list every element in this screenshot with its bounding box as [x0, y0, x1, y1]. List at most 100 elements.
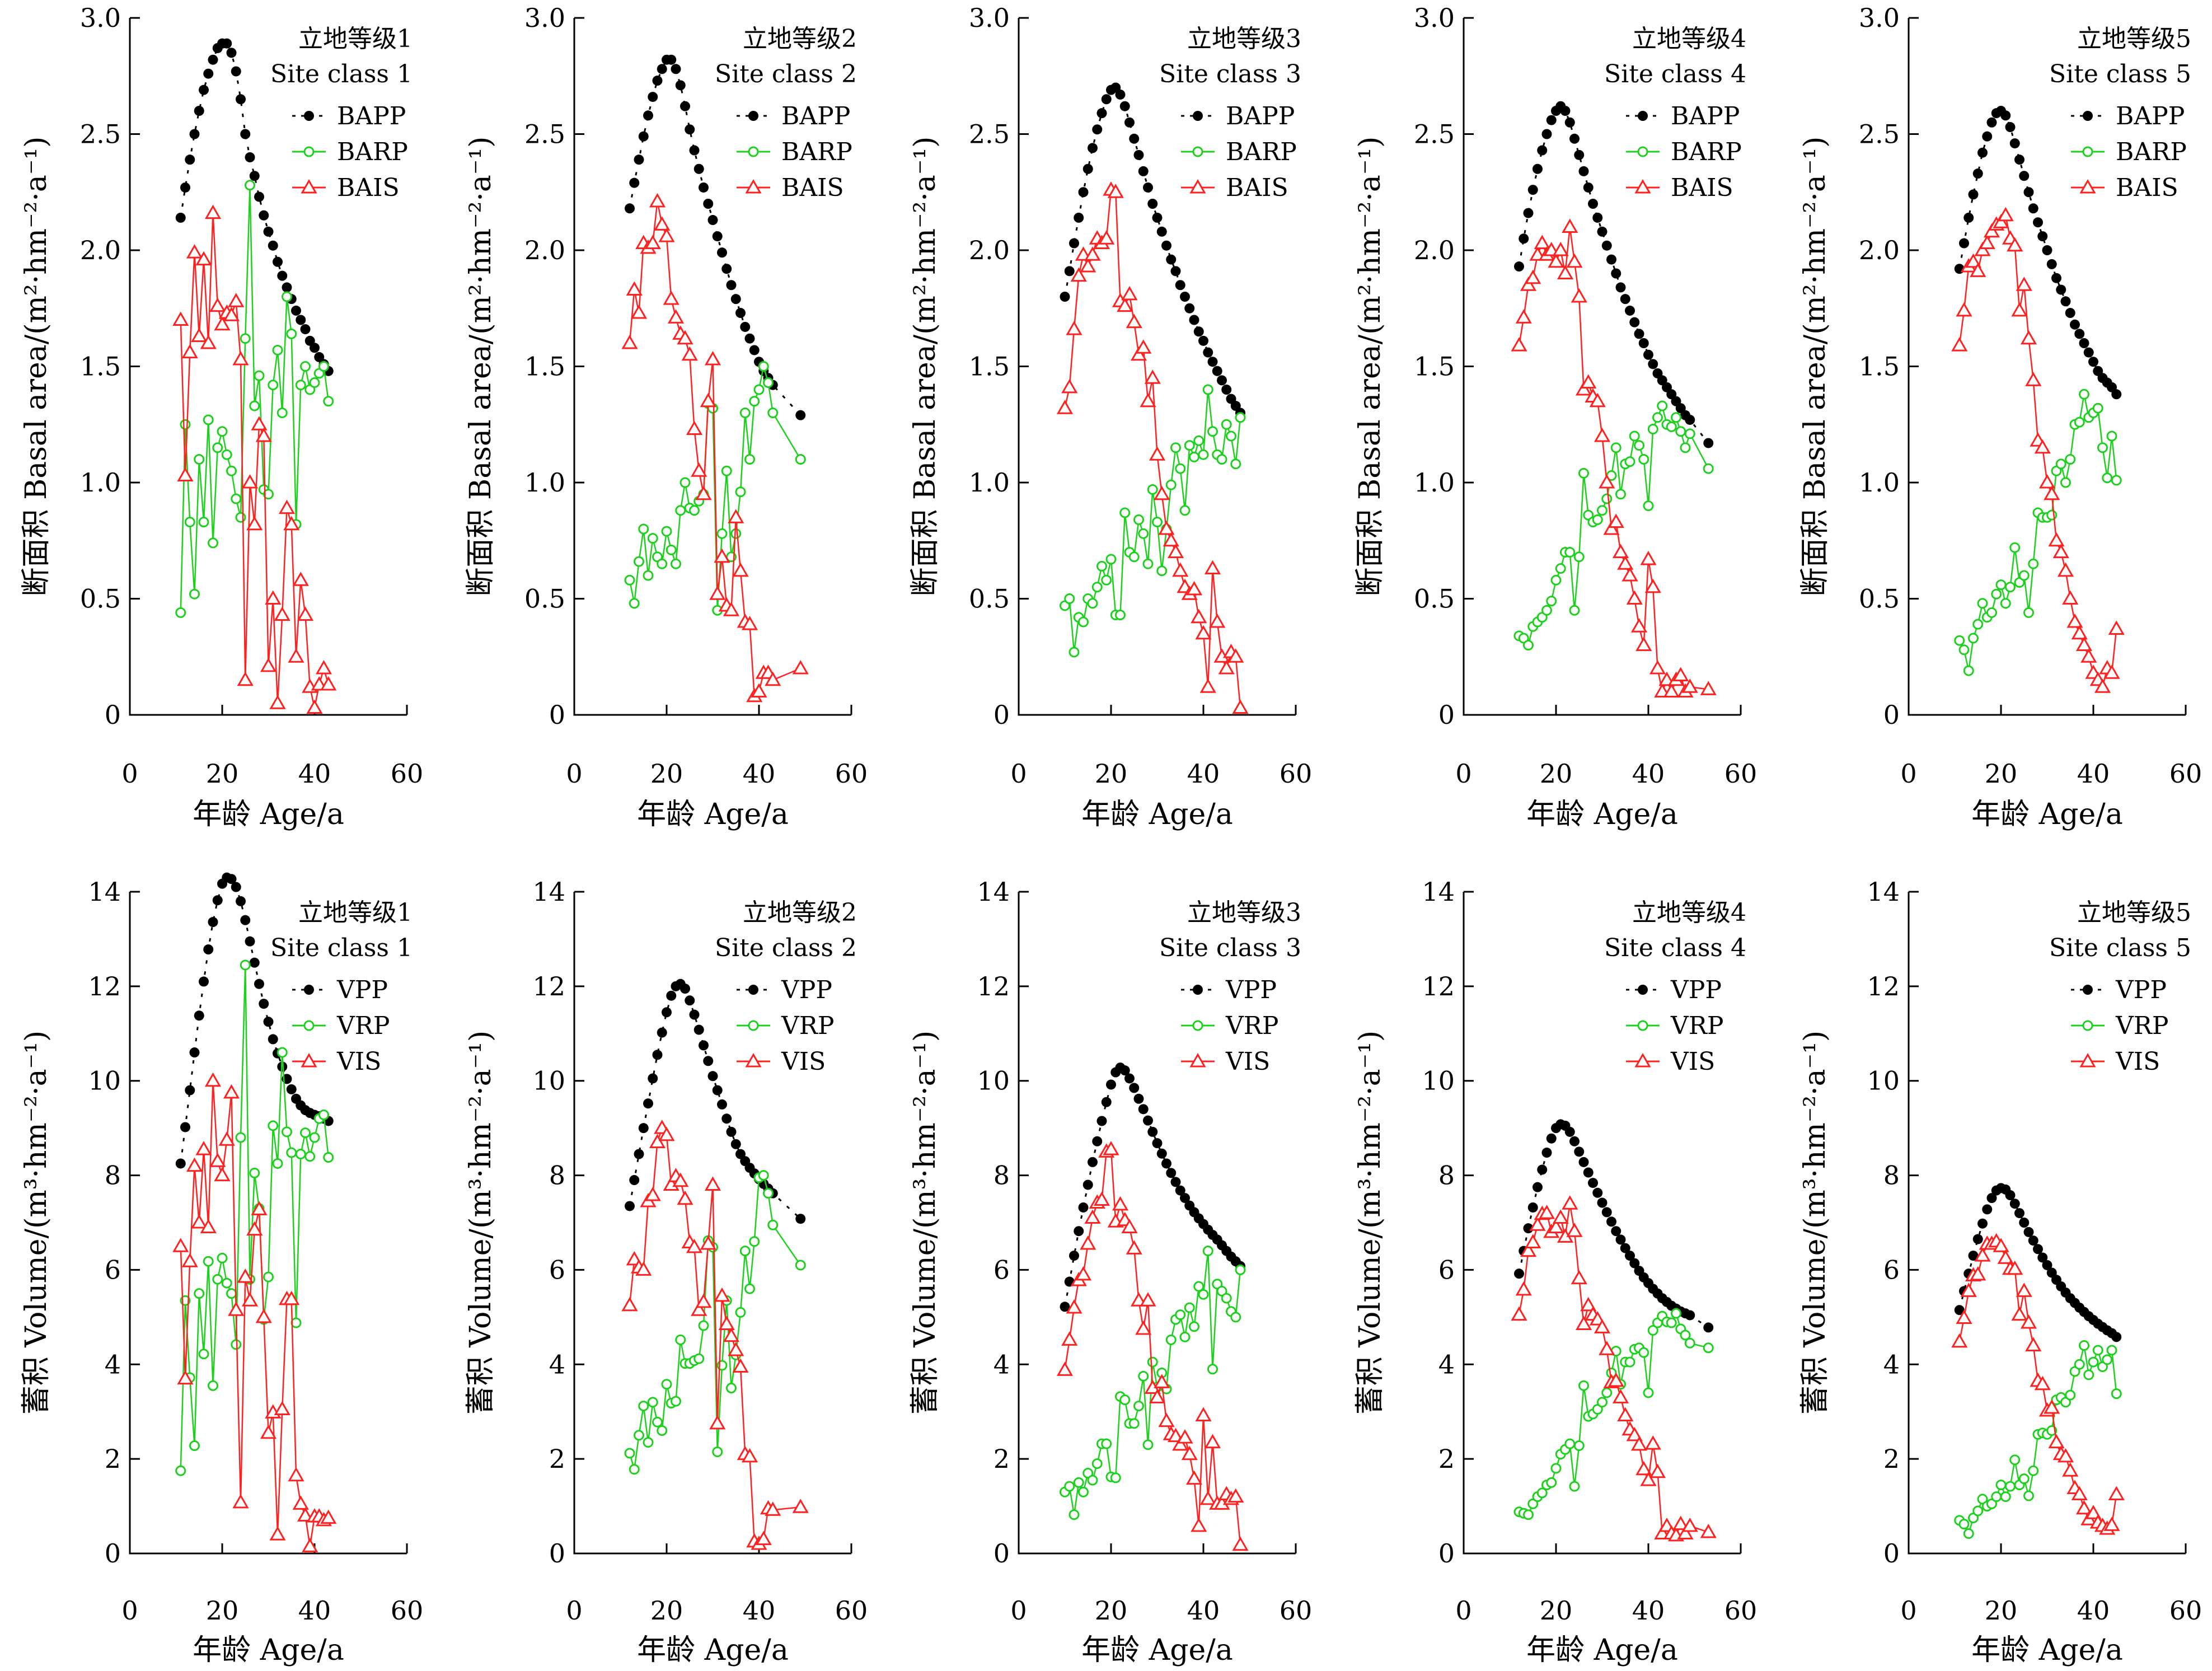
data-point: [189, 1440, 200, 1452]
series-barp: [175, 180, 334, 618]
data-point: [699, 1040, 709, 1051]
data-point: [629, 1464, 640, 1475]
y-tick-label: 0.5: [1414, 584, 1455, 614]
data-point: [223, 307, 240, 321]
data-point: [241, 474, 259, 489]
data-point: [2103, 1516, 2120, 1531]
data-point: [730, 294, 741, 305]
data-point: [1147, 484, 1158, 495]
data-point: [1550, 574, 1562, 586]
data-point: [685, 124, 695, 135]
data-point: [241, 1292, 259, 1307]
data-point: [749, 1236, 760, 1247]
data-point: [1180, 292, 1190, 302]
data-point: [1126, 1240, 1142, 1255]
data-point: [634, 556, 644, 567]
data-point: [749, 396, 760, 407]
data-point: [1606, 254, 1616, 265]
data-point: [1592, 514, 1603, 525]
data-point: [1107, 184, 1124, 198]
data-point: [1629, 1258, 1640, 1269]
data-point: [2052, 544, 2069, 558]
series-bais: [1951, 207, 2125, 693]
data-point: [1629, 317, 1640, 327]
legend-item-bapp: BAPP: [1626, 102, 1740, 130]
data-point: [180, 419, 191, 430]
data-point: [1968, 633, 1979, 644]
data-point: [693, 163, 704, 174]
data-point: [634, 1430, 644, 1441]
data-point: [2102, 1354, 2113, 1365]
data-point: [226, 465, 237, 476]
data-point: [226, 48, 237, 58]
data-point: [2028, 1465, 2039, 1476]
data-point: [1995, 1480, 2007, 1491]
data-point: [1115, 610, 1126, 621]
legend-title: 立地等级4: [1632, 898, 1746, 927]
data-point: [1612, 1389, 1629, 1403]
x-tick-label: 0: [121, 1595, 138, 1626]
y-tick-label: 2.5: [1414, 119, 1455, 149]
data-point: [276, 408, 288, 418]
legend-item-vis: VIS: [1626, 1047, 1715, 1076]
data-point: [1672, 667, 1689, 681]
legend-marker: [1637, 146, 1648, 157]
data-point: [195, 251, 212, 266]
data-point: [1096, 1116, 1107, 1126]
legend-item-barp: BARP: [1181, 138, 1297, 166]
data-point: [310, 343, 320, 353]
x-tick-label: 60: [1724, 759, 1758, 789]
data-point: [309, 377, 320, 389]
data-point: [175, 607, 186, 618]
legend: 立地等级3 Site class 3 VPP VRP VIS: [1159, 898, 1301, 1076]
data-point: [1140, 1292, 1156, 1307]
data-point: [1555, 563, 1566, 574]
data-point: [1515, 309, 1532, 324]
y-tick-label: 6: [993, 1255, 1010, 1285]
data-point: [795, 1260, 806, 1271]
data-point: [1119, 101, 1130, 111]
x-tick-label: 0: [1900, 759, 1916, 789]
data-point: [1541, 129, 1552, 139]
y-tick-label: 2.5: [80, 119, 121, 149]
data-point: [295, 1149, 306, 1160]
data-point: [2083, 1369, 2094, 1380]
data-point: [1235, 412, 1246, 423]
data-point: [1991, 588, 2002, 600]
data-point: [283, 1290, 300, 1305]
data-point: [309, 1132, 320, 1143]
data-point: [1179, 1331, 1191, 1342]
data-point: [1060, 292, 1070, 302]
data-point: [1594, 1319, 1611, 1333]
legend-label: BARP: [2116, 138, 2187, 166]
data-point: [269, 1526, 286, 1541]
data-point: [249, 957, 260, 968]
y-tick-label: 2: [549, 1444, 565, 1474]
y-tick-label: 1.0: [1859, 467, 1900, 498]
data-point: [212, 1274, 223, 1285]
data-point: [1092, 1136, 1103, 1146]
data-point: [1993, 1238, 2009, 1252]
data-point: [1154, 1374, 1170, 1388]
data-point: [1091, 582, 1103, 593]
data-point: [629, 1175, 640, 1186]
data-point: [1167, 1427, 1184, 1443]
data-point: [2074, 329, 2085, 339]
y-tick-label: 1.5: [80, 352, 121, 382]
data-point: [675, 1334, 686, 1345]
data-point: [1130, 346, 1147, 361]
data-point: [268, 240, 278, 251]
data-point: [1084, 246, 1101, 261]
data-point: [1142, 1439, 1154, 1450]
data-point: [2088, 1356, 2099, 1368]
data-point: [2009, 542, 2021, 553]
data-point: [222, 38, 232, 49]
data-point: [1156, 565, 1168, 577]
data-point: [1166, 254, 1177, 265]
data-point: [1202, 384, 1213, 395]
y-tick-label: 3.0: [524, 3, 565, 33]
data-point: [1199, 678, 1216, 693]
data-point: [1552, 241, 1569, 256]
data-point: [288, 648, 304, 663]
legend-item-bais: BAIS: [737, 174, 844, 202]
